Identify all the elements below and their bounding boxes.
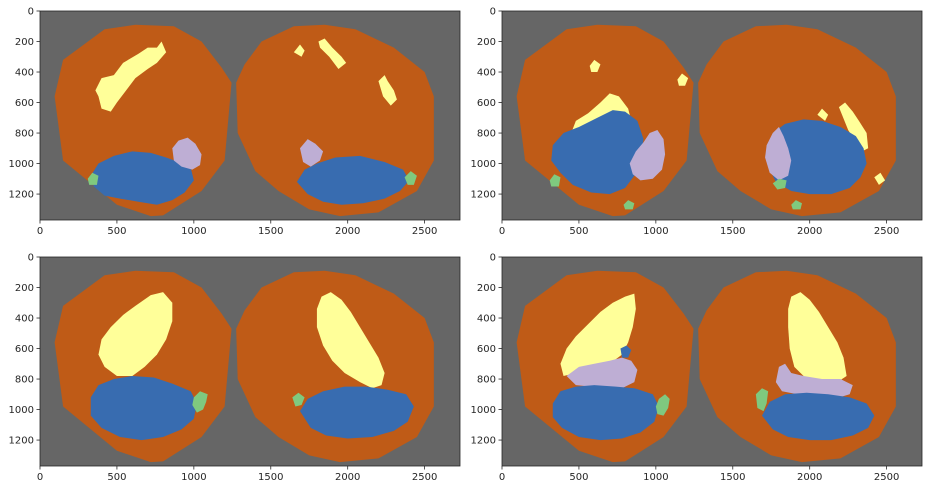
axes-frame bbox=[501, 10, 923, 221]
region-blue-right bbox=[766, 119, 867, 195]
region-blue-right bbox=[300, 386, 414, 439]
x-tick-label: 2500 bbox=[874, 472, 899, 483]
y-tick-label: 0 bbox=[490, 253, 496, 264]
x-tick-label: 2000 bbox=[335, 472, 360, 483]
y-tick-label: 800 bbox=[477, 129, 496, 140]
x-tick-label: 1500 bbox=[258, 472, 283, 483]
x-tick-label: 1000 bbox=[643, 472, 668, 483]
region-yellow-right bbox=[316, 292, 385, 389]
y-tick-label: 200 bbox=[15, 283, 34, 294]
panel-top-right: 0 500 1000 1500 2000 2500 0 200 400 600 800 1000 120… bbox=[471, 7, 923, 237]
region-purple-left bbox=[172, 137, 202, 170]
region-yellow-right bbox=[817, 102, 886, 185]
x-tick-label: 1000 bbox=[643, 226, 668, 237]
x-tick-label: 1500 bbox=[258, 226, 283, 237]
region-purple-right bbox=[775, 363, 853, 399]
region-yellow-small bbox=[589, 59, 689, 86]
y-tick-label: 200 bbox=[477, 283, 496, 294]
x-tick-label: 1500 bbox=[720, 226, 745, 237]
region-blue-right bbox=[296, 155, 410, 205]
region-purple-left bbox=[566, 357, 638, 389]
x-tick-label: 500 bbox=[569, 226, 588, 237]
y-tick-label: 400 bbox=[15, 68, 34, 79]
y-tick-label: 1200 bbox=[471, 190, 496, 201]
y-tick-label: 1200 bbox=[471, 436, 496, 447]
y-tick-label: 600 bbox=[15, 344, 34, 355]
x-tick-label: 2000 bbox=[797, 226, 822, 237]
y-tick-label: 600 bbox=[15, 98, 34, 109]
x-tick-label: 2500 bbox=[412, 472, 437, 483]
x-tick-label: 2500 bbox=[412, 226, 437, 237]
y-tick-label: 1000 bbox=[471, 405, 496, 416]
region-purple-right bbox=[765, 126, 792, 181]
y-tick-label: 0 bbox=[28, 253, 34, 264]
y-tick-label: 1000 bbox=[9, 405, 34, 416]
y-tick-label: 600 bbox=[477, 98, 496, 109]
region-blue-left bbox=[90, 151, 194, 205]
x-tick-label: 500 bbox=[107, 226, 126, 237]
region-purple-right bbox=[300, 139, 324, 167]
x-tick-label: 500 bbox=[107, 472, 126, 483]
x-tick-label: 0 bbox=[37, 226, 43, 237]
x-tick-label: 1000 bbox=[181, 472, 206, 483]
y-tick-label: 400 bbox=[15, 314, 34, 325]
y-tick-label: 800 bbox=[15, 129, 34, 140]
region-yellow-left bbox=[98, 292, 173, 376]
panel-top-left: 0 500 1000 1500 2000 2500 0 200 400 600 800 1000 120… bbox=[9, 7, 461, 237]
y-tick-label: 1200 bbox=[9, 436, 34, 447]
region-green bbox=[192, 391, 305, 413]
panel-bottom-right: 0 500 1000 1500 2000 2500 0 200 400 600 800 1000 120… bbox=[471, 253, 923, 483]
y-tick-label: 400 bbox=[477, 314, 496, 325]
y-tick-label: 800 bbox=[477, 375, 496, 386]
y-tick-label: 0 bbox=[28, 7, 34, 18]
x-tick-label: 2000 bbox=[335, 226, 360, 237]
region-yellow-left bbox=[95, 41, 167, 112]
region-blue-left bbox=[551, 110, 644, 195]
y-tick-label: 0 bbox=[490, 7, 496, 18]
y-tick-label: 1200 bbox=[9, 190, 34, 201]
y-tick-label: 200 bbox=[15, 37, 34, 48]
region-blue-left bbox=[552, 385, 659, 441]
region-blue-dot bbox=[620, 345, 632, 358]
axes-frame bbox=[39, 256, 461, 467]
x-tick-label: 2500 bbox=[874, 226, 899, 237]
region-blue-right bbox=[762, 392, 875, 441]
x-tick-label: 500 bbox=[569, 472, 588, 483]
region-purple-left bbox=[629, 129, 666, 181]
y-tick-label: 1000 bbox=[9, 159, 34, 170]
panel-bottom-left: 0 500 1000 1500 2000 2500 0 200 400 600 800 1000 120… bbox=[9, 253, 461, 483]
x-tick-label: 0 bbox=[37, 472, 43, 483]
region-yellow-right bbox=[293, 38, 397, 106]
x-tick-label: 0 bbox=[499, 472, 505, 483]
x-tick-label: 0 bbox=[499, 226, 505, 237]
x-tick-label: 1000 bbox=[181, 226, 206, 237]
y-tick-label: 200 bbox=[477, 37, 496, 48]
x-tick-label: 1500 bbox=[720, 472, 745, 483]
y-tick-label: 600 bbox=[477, 344, 496, 355]
axes-frame bbox=[501, 256, 923, 467]
y-tick-label: 1000 bbox=[471, 159, 496, 170]
region-blue-left bbox=[90, 375, 197, 441]
region-yellow-right bbox=[788, 292, 847, 383]
region-yellow-left bbox=[560, 293, 636, 376]
axes-frame bbox=[39, 10, 461, 221]
y-tick-label: 800 bbox=[15, 375, 34, 386]
y-tick-label: 400 bbox=[477, 68, 496, 79]
x-tick-label: 2000 bbox=[797, 472, 822, 483]
